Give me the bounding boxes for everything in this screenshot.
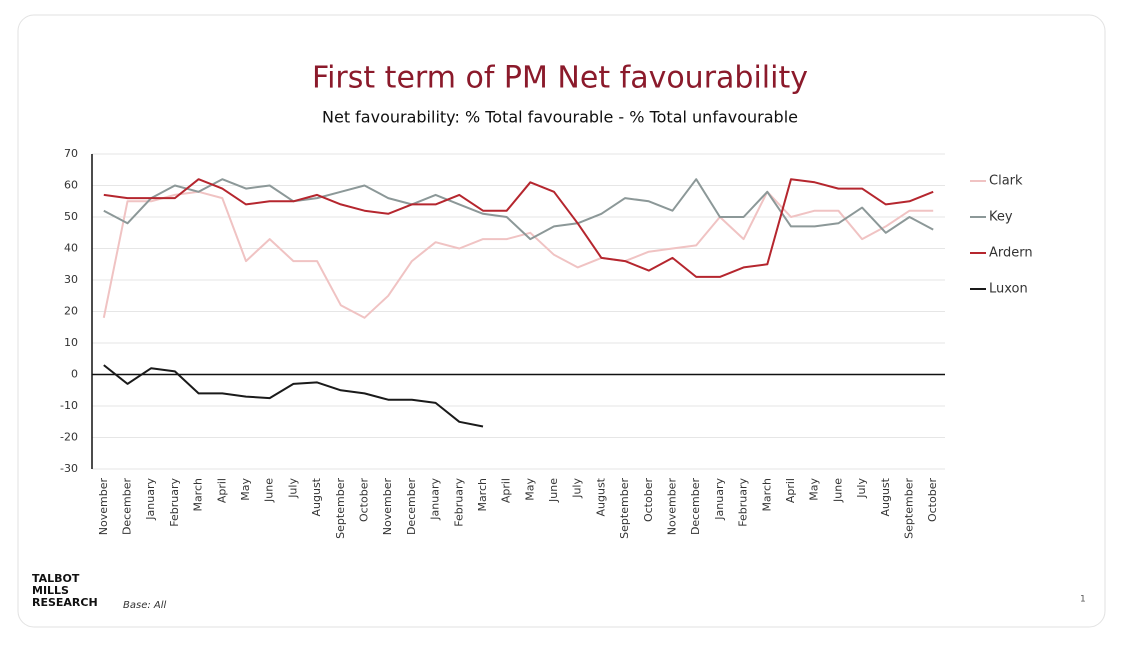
logo-line: TALBOT [32,572,80,585]
y-tick-label: 50 [64,210,78,223]
series-line [103,178,934,241]
logo-line: RESEARCH [32,596,98,609]
series-line [103,178,934,278]
x-tick-label: December [689,478,702,536]
card [17,14,1106,628]
x-tick-label: March [476,478,489,512]
page-number: 1 [1080,595,1086,605]
x-tick-label: November [97,478,110,536]
x-tick-label: March [760,478,773,512]
x-tick-label: May [523,478,536,501]
x-tick-label: October [642,478,655,522]
x-tick-label: October [926,478,939,522]
x-tick-label: April [215,478,228,503]
x-tick-label: July [571,478,584,499]
legend-label: Luxon [989,282,1028,297]
x-tick-label: August [879,477,892,516]
x-tick-label: April [784,478,797,503]
x-tick-label: April [500,478,513,503]
legend-label: Key [989,210,1013,225]
series-line [103,364,484,428]
x-tick-label: November [381,478,394,536]
y-tick-label: 60 [64,179,78,192]
x-tick-label: December [405,478,418,536]
x-tick-label: January [429,478,442,521]
y-tick-label: 30 [64,273,78,286]
x-tick-label: June [831,478,844,503]
x-tick-label: October [357,478,370,522]
x-tick-label: July [855,478,868,499]
y-tick-label: 0 [71,368,78,381]
x-tick-label: August [594,477,607,516]
legend-label: Ardern [989,246,1033,261]
series-line [102,190,934,319]
x-tick-label: January [713,478,726,521]
chart-subtitle: Net favourability: % Total favourable - … [322,108,798,127]
y-tick-label: 40 [64,242,78,255]
y-tick-label: -10 [60,399,78,412]
x-tick-label: February [737,478,750,527]
x-tick-label: February [452,478,465,527]
x-tick-label: December [121,478,134,536]
legend-label: Clark [989,174,1023,189]
x-tick-label: September [618,478,631,539]
x-tick-label: November [666,478,679,536]
x-tick-label: August [310,477,323,516]
y-tick-label: -30 [60,462,78,475]
base-note: Base: All [123,600,167,611]
chart-title: First term of PM Net favourability [312,61,808,96]
x-tick-label: September [334,478,347,539]
y-tick-label: 20 [64,305,78,318]
x-tick-label: September [902,478,915,539]
x-tick-label: June [263,478,276,503]
x-tick-label: January [144,478,157,521]
y-tick-label: -20 [60,431,78,444]
y-tick-label: 70 [64,147,78,160]
x-tick-label: May [808,478,821,501]
x-tick-label: July [286,478,299,499]
x-tick-label: May [239,478,252,501]
x-tick-label: June [547,478,560,503]
y-tick-label: 10 [64,336,78,349]
x-tick-label: March [192,478,205,512]
x-tick-label: February [168,478,181,527]
logo-line: MILLS [32,584,69,597]
